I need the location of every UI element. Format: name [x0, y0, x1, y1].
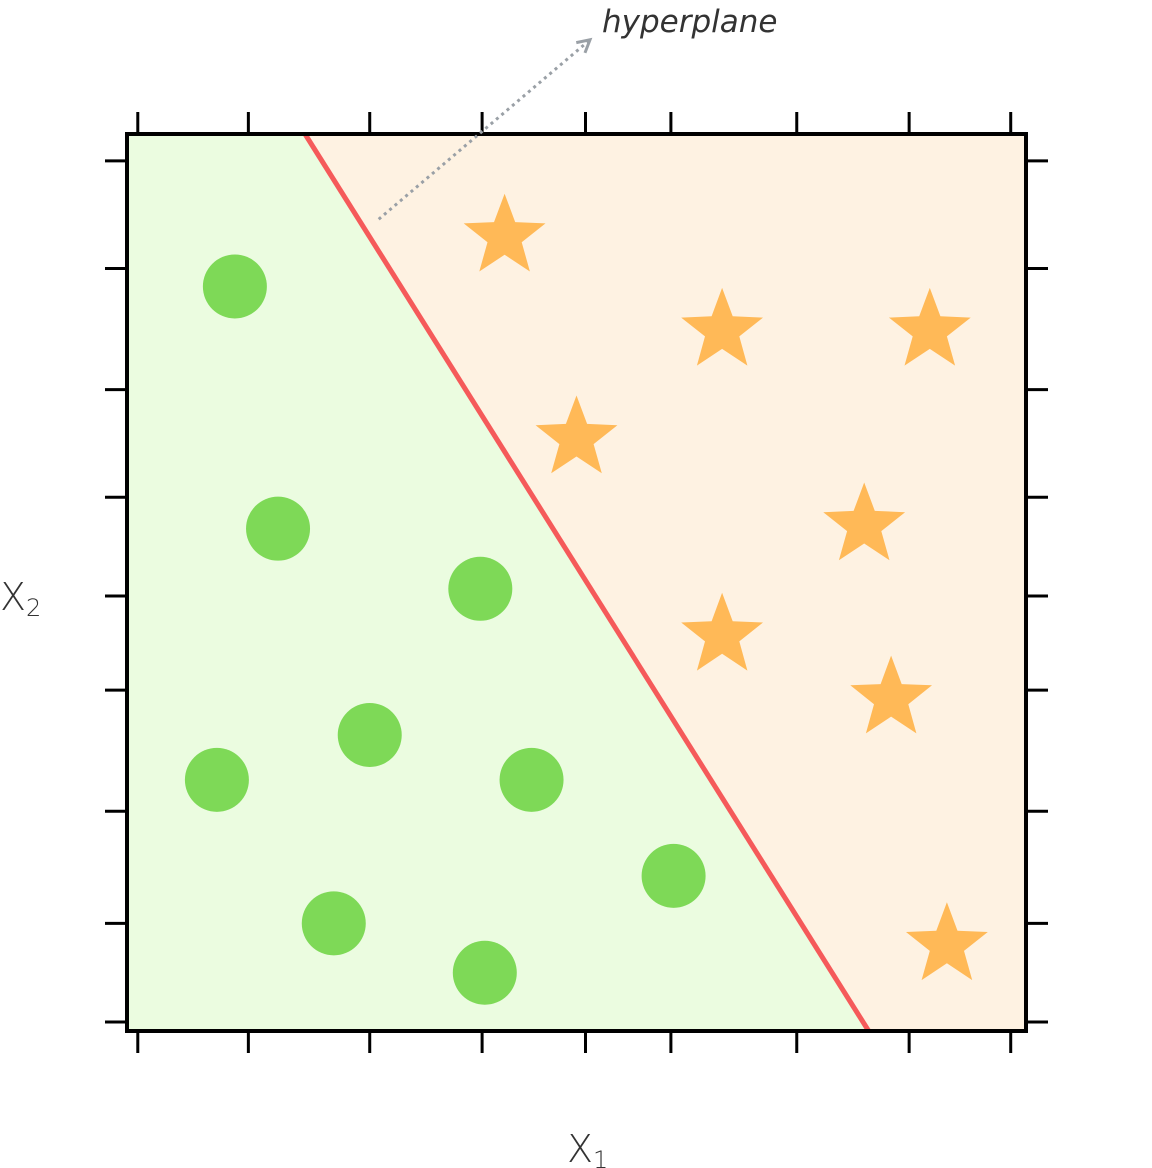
annotation-layer: hyperplane — [377, 4, 778, 221]
data-point-circle — [499, 747, 564, 812]
annotation-label: hyperplane — [602, 4, 778, 40]
x-axis-title: X1 — [567, 1127, 608, 1168]
data-point-circle — [246, 496, 311, 561]
data-point-star — [850, 655, 932, 734]
data-point-circle — [202, 254, 267, 319]
axis-ticks — [105, 112, 1048, 1053]
data-point-circle — [337, 702, 402, 767]
points-layer — [184, 193, 988, 1005]
data-point-circle — [641, 843, 706, 908]
plot-frame — [125, 132, 1028, 1033]
data-point-circle — [301, 891, 366, 956]
y-axis-title: X2 — [0, 575, 41, 622]
data-point-star — [535, 395, 618, 474]
hyperplane-layer — [302, 132, 871, 1033]
data-point-star — [888, 287, 971, 366]
data-point-star — [681, 592, 763, 671]
annotation-arrow-head — [575, 37, 593, 54]
data-point-star — [906, 902, 988, 981]
region-star-class — [305, 134, 1026, 1031]
data-point-star — [823, 482, 906, 561]
decision-regions — [127, 134, 1026, 1031]
data-point-star — [681, 287, 763, 366]
hyperplane-line — [302, 132, 871, 1033]
data-point-circle — [452, 940, 517, 1005]
data-point-star — [463, 193, 546, 272]
data-point-circle — [448, 556, 513, 621]
plot-border — [125, 132, 1028, 1033]
data-point-circle — [184, 747, 249, 812]
